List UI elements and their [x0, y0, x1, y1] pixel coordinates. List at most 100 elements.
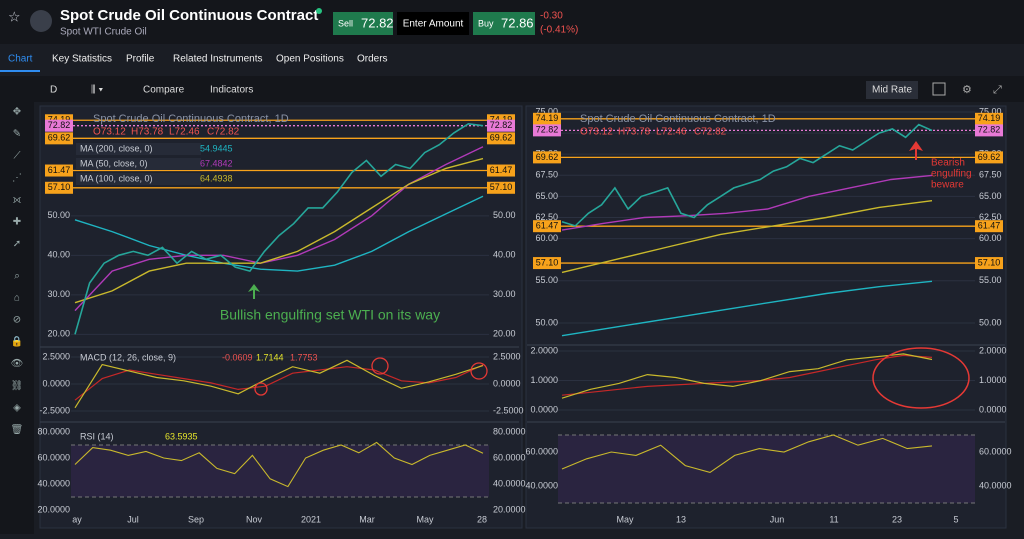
rsi-tick-label: 60.0000 — [525, 446, 558, 456]
series-line — [561, 280, 933, 337]
star-icon[interactable]: ☆ — [8, 9, 21, 25]
series-line — [74, 122, 484, 335]
y-tick-label: 50.00 — [47, 210, 70, 220]
x-tick-label: 11 — [829, 514, 838, 524]
tool-icon[interactable]: ✥ — [13, 107, 21, 118]
logo — [30, 10, 52, 32]
tool-icon[interactable]: 🗑 — [11, 424, 24, 436]
active-tab-underline — [0, 70, 40, 72]
tool-icon[interactable]: ⊘ — [13, 315, 21, 326]
level-tag — [975, 124, 1003, 137]
tab[interactable]: Orders — [357, 54, 388, 65]
red-circle — [470, 362, 488, 380]
x-tick-label: Mar — [359, 514, 375, 524]
series-line — [74, 195, 484, 272]
y-tick-label: 60.00 — [535, 233, 558, 243]
tool-icon[interactable]: ✎ — [13, 129, 21, 140]
red-circle — [872, 347, 970, 409]
y-tick-label: 50.00 — [979, 317, 1002, 327]
ma-value: 64.4938 — [200, 173, 233, 183]
series-line — [561, 123, 933, 227]
chart-title: Spot Crude Oil Continuous Contract, 1D — [580, 113, 776, 125]
tab[interactable]: Profile — [126, 54, 155, 65]
x-tick-label: May — [416, 514, 434, 524]
sell-button[interactable] — [333, 12, 393, 35]
level-tag — [533, 151, 561, 164]
y-tick-label: 40.00 — [493, 250, 516, 260]
tab[interactable]: Open Positions — [276, 54, 344, 65]
level-label: 57.10 — [48, 182, 71, 192]
bar-style[interactable]: ⫼ ▾ — [91, 85, 103, 96]
macd-tick-label: 2.5000 — [493, 351, 521, 361]
macd-tick-label: -2.5000 — [39, 405, 70, 415]
annotation: engulfing — [931, 169, 972, 180]
level-label: 57.10 — [490, 182, 513, 192]
rsi-tick-label: 20.0000 — [37, 504, 70, 514]
fullscreen-icon[interactable]: ⤢ — [993, 84, 1002, 96]
macd-tick-label: 2.0000 — [979, 345, 1007, 355]
series-line — [74, 441, 484, 488]
series-line — [561, 353, 933, 399]
ma-legend-box — [76, 143, 201, 155]
tool-icon[interactable]: ⟗ — [13, 195, 22, 206]
layout-icon[interactable] — [932, 82, 946, 96]
level-label: 61.47 — [978, 221, 1001, 231]
tool-icon[interactable]: ⌕ — [14, 271, 20, 282]
annotation: Bullish engulfing set WTI on its way — [220, 307, 440, 323]
macd-tick-label: 0.0000 — [493, 378, 521, 388]
rsi-readout: 63.5935 — [165, 431, 198, 441]
amount-input[interactable] — [397, 12, 469, 35]
annotation: Bearish — [931, 158, 965, 169]
level-tag — [533, 220, 561, 233]
sidebar — [0, 102, 34, 534]
annotation: beware — [931, 180, 964, 191]
interval[interactable]: D — [50, 85, 57, 96]
ohlc-readout: L72.46 — [656, 127, 687, 138]
rate: Mid Rate — [872, 85, 912, 96]
ohlc-readout: H73.78 — [618, 127, 651, 138]
level-label: 69.62 — [978, 152, 1001, 162]
ma-legend-box — [76, 158, 201, 170]
settings-icon[interactable]: ⚙ — [962, 84, 972, 96]
macd-readout: 1.7753 — [290, 352, 318, 362]
macd-tick-label: 1.0000 — [979, 375, 1007, 385]
ma-value: 54.9445 — [200, 143, 233, 153]
level-tag — [45, 164, 73, 177]
rsi-tick-label: 60.0000 — [493, 452, 526, 462]
level-tag — [533, 112, 561, 125]
tool-icon[interactable]: ➚ — [13, 239, 21, 250]
y-tick-label: 20.00 — [493, 329, 516, 339]
tab[interactable]: Related Instruments — [173, 54, 263, 65]
tool-icon[interactable]: ⋰ — [12, 173, 22, 184]
tool-icon[interactable]: ⟋ — [14, 151, 21, 162]
level-label: 72.82 — [48, 120, 71, 130]
level-label: 61.47 — [490, 165, 513, 175]
sidebar-icons: ✥ ✎ ⟋ ⋰ ⟗ ✚ ➚ ⌕ ⌂ ⊘ 🔒 👁 ⛓ ◈ 🗑 — [11, 107, 24, 436]
level-tag — [487, 132, 515, 145]
change-pct: (-0.41%) — [540, 25, 578, 36]
y-tick-label: 62.50 — [535, 212, 558, 222]
ohlc-readout: L72.46 — [169, 127, 200, 138]
tool-icon[interactable]: 🔒 — [11, 336, 23, 348]
tool-icon[interactable]: 👁 — [11, 359, 24, 370]
y-tick-label: 67.50 — [979, 170, 1002, 180]
x-tick-label: 13 — [676, 514, 686, 524]
series-line — [74, 359, 484, 409]
tab[interactable]: Key Statistics — [52, 54, 112, 65]
tool-icon[interactable]: ✚ — [13, 217, 21, 228]
level-label: 57.10 — [536, 257, 559, 267]
buy-price: 72.86 — [501, 15, 534, 30]
series-line — [561, 174, 933, 231]
tool-icon[interactable]: ⌂ — [14, 293, 20, 304]
ma-legend: MA (50, close, 0) — [80, 158, 148, 168]
indicators[interactable]: Indicators — [210, 85, 253, 96]
rate-select[interactable] — [866, 81, 918, 99]
tool-icon[interactable]: ⛓ — [11, 380, 24, 392]
buy-button[interactable] — [473, 12, 535, 35]
level-tag — [487, 181, 515, 194]
tab[interactable]: Chart — [8, 54, 33, 65]
compare[interactable]: Compare — [143, 85, 185, 96]
x-tick-label: May — [616, 514, 634, 524]
tool-icon[interactable]: ◈ — [13, 403, 21, 414]
